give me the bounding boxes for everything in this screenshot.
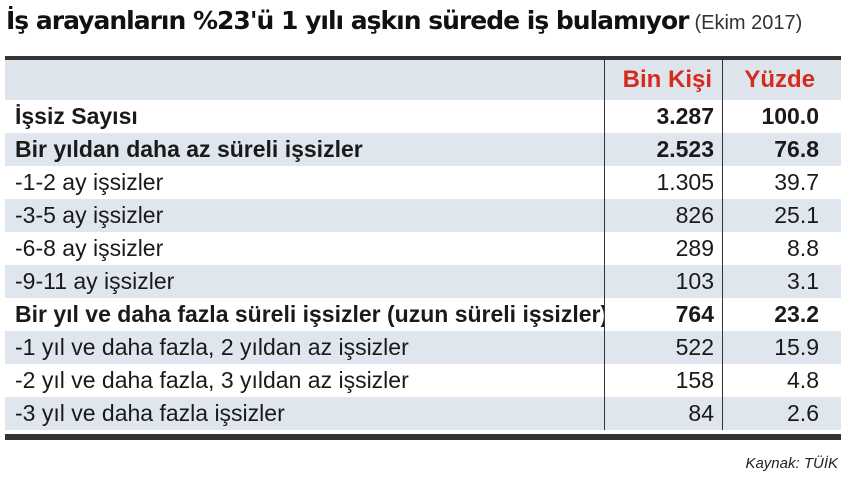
row-bin-kisi: 289 (605, 232, 723, 265)
table-row: Bir yıldan daha az süreli işsizler 2.523 7… (5, 133, 841, 166)
row-label: -1 yıl ve daha fazla, 2 yıldan az işsizl… (5, 331, 605, 364)
row-bin-kisi: 2.523 (605, 133, 723, 166)
table-row: -3 yıl ve daha fazla işsizler 84 2.6 (5, 397, 841, 430)
row-bin-kisi: 1.305 (605, 166, 723, 199)
header-bin-kisi: Bin Kişi (605, 60, 723, 100)
row-bin-kisi: 522 (605, 331, 723, 364)
table-row: -9-11 ay işsizler 103 3.1 (5, 265, 841, 298)
title-date: (Ekim 2017) (694, 12, 803, 34)
table-row: -6-8 ay işsizler 289 8.8 (5, 232, 841, 265)
row-bin-kisi: 3.287 (605, 100, 723, 133)
row-bin-kisi: 826 (605, 199, 723, 232)
table-body: İşsiz Sayısı 3.287 100.0 Bir yıldan daha az… (5, 100, 841, 430)
table-row: Bir yıl ve daha fazla süreli işsizler (u… (5, 298, 841, 331)
header-yuzde: Yüzde (744, 66, 815, 93)
row-yuzde: 2.6 (787, 400, 819, 426)
source-note: Kaynak: TÜİK (745, 455, 838, 472)
row-yuzde: 23.2 (774, 301, 819, 327)
row-yuzde: 4.8 (787, 367, 819, 393)
table-row: İşsiz Sayısı 3.287 100.0 (5, 100, 841, 133)
row-label: Bir yıl ve daha fazla süreli işsizler (u… (5, 298, 605, 331)
row-bin-kisi: 84 (605, 397, 723, 430)
row-label: -3-5 ay işsizler (5, 199, 605, 232)
row-yuzde: 3.1 (787, 268, 819, 294)
row-bin-kisi: 764 (605, 298, 723, 331)
table-row: -3-5 ay işsizler 826 25.1 (5, 199, 841, 232)
row-bin-kisi: 158 (605, 364, 723, 397)
table-header-row: Bin Kişi Yüzde (5, 60, 841, 100)
table-row: -2 yıl ve daha fazla, 3 yıldan az işsizl… (5, 364, 841, 397)
row-yuzde: 25.1 (774, 202, 819, 228)
row-label: -9-11 ay işsizler (5, 265, 605, 298)
table-row: -1-2 ay işsizler 1.305 39.7 (5, 166, 841, 199)
header-label-column (5, 60, 605, 100)
row-yuzde: 76.8 (774, 136, 819, 162)
data-table: Bin Kişi Yüzde İşsiz Sayısı 3.287 100.0 Bir… (5, 56, 841, 440)
table-bottom-rule (5, 434, 841, 440)
row-label: İşsiz Sayısı (5, 100, 605, 133)
row-yuzde: 100.0 (761, 103, 819, 129)
row-label: -2 yıl ve daha fazla, 3 yıldan az işsizl… (5, 364, 605, 397)
row-yuzde: 39.7 (774, 169, 819, 195)
title-main: İş arayanların %23'ü 1 yılı aşkın sürede… (6, 6, 689, 35)
row-label: -6-8 ay işsizler (5, 232, 605, 265)
row-label: Bir yıldan daha az süreli işsizler (5, 133, 605, 166)
row-yuzde: 15.9 (774, 334, 819, 360)
row-bin-kisi: 103 (605, 265, 723, 298)
row-yuzde: 8.8 (787, 235, 819, 261)
row-label: -3 yıl ve daha fazla işsizler (5, 397, 605, 430)
row-label: -1-2 ay işsizler (5, 166, 605, 199)
table-top-rule (5, 56, 841, 60)
page-title: İş arayanların %23'ü 1 yılı aşkın sürede… (6, 6, 842, 50)
table-row: -1 yıl ve daha fazla, 2 yıldan az işsizl… (5, 331, 841, 364)
